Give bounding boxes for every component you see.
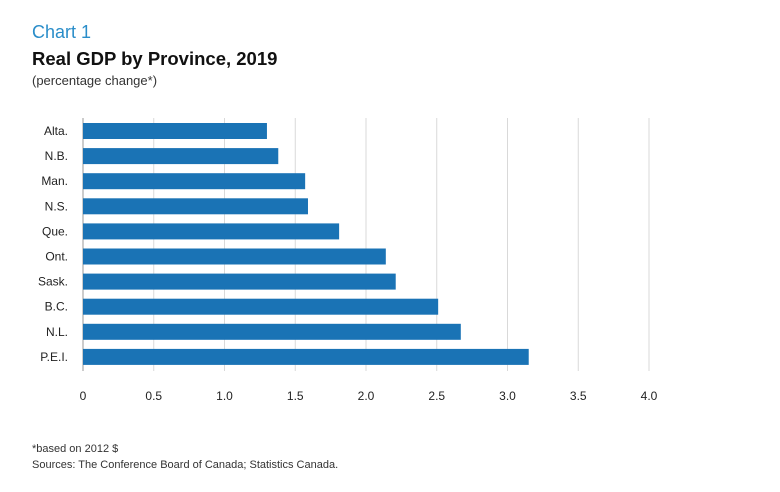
category-label: Alta.	[44, 124, 68, 138]
bar	[83, 148, 279, 165]
bar	[83, 248, 386, 265]
x-tick-label: 4.0	[641, 389, 658, 403]
category-labels: Alta. N.B. Man. N.S. Que. Ont. Sask. B.C. N.L. P.…	[38, 124, 68, 364]
x-tick-labels: 0 0.5 1.0 1.5 2.0 2.5 3.0 3.5 4.0	[80, 389, 658, 403]
category-label: Man.	[41, 174, 68, 188]
x-tick-label: 0	[80, 389, 87, 403]
category-label: N.B.	[45, 149, 68, 163]
bar	[83, 173, 306, 190]
x-tick-label: 1.0	[216, 389, 233, 403]
x-tick-label: 2.5	[428, 389, 445, 403]
bar	[83, 348, 529, 365]
category-label: Ont.	[45, 250, 68, 264]
bar	[83, 123, 267, 139]
category-label: N.L.	[46, 325, 68, 339]
category-label: P.E.I.	[40, 350, 68, 364]
x-tick-label: 1.5	[287, 389, 304, 403]
footnote: *based on 2012 $	[32, 443, 119, 455]
x-tick-label: 3.0	[499, 389, 516, 403]
x-tick-label: 0.5	[145, 389, 162, 403]
chart-subtitle: (percentage change*)	[32, 73, 158, 88]
bar	[83, 273, 396, 290]
bar	[83, 198, 308, 215]
chart-number: Chart 1	[32, 22, 92, 42]
category-label: B.C.	[45, 300, 68, 314]
bar	[83, 223, 340, 240]
category-label: N.S.	[45, 199, 68, 213]
bar	[83, 323, 461, 340]
x-tick-label: 2.0	[358, 389, 375, 403]
chart-title: Real GDP by Province, 2019	[32, 48, 278, 69]
bars	[83, 123, 529, 365]
sources-note: Sources: The Conference Board of Canada;…	[32, 459, 339, 471]
bar	[83, 298, 439, 315]
x-tick-label: 3.5	[570, 389, 587, 403]
category-label: Sask.	[38, 275, 68, 289]
category-label: Que.	[42, 224, 68, 238]
